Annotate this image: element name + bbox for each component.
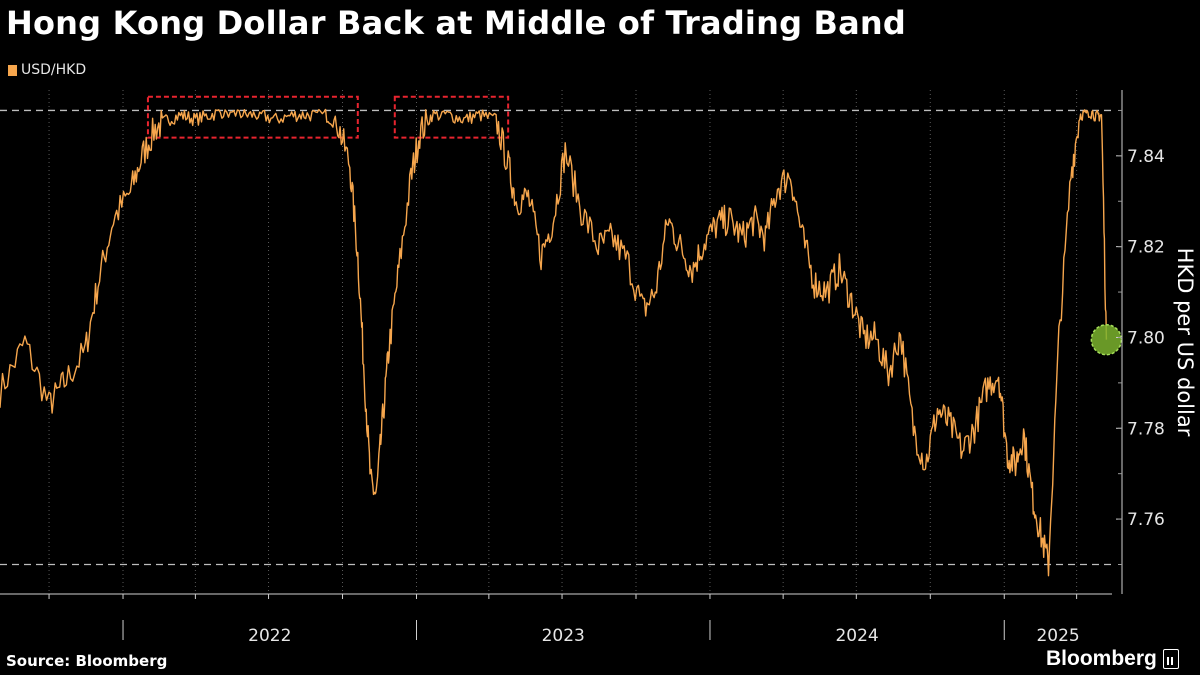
y-tick-label: 7.78 [1127,419,1165,439]
source-note: Source: Bloomberg [6,652,168,670]
legend-swatch [8,64,17,76]
y-tick-label: 7.82 [1127,238,1165,258]
grid-layer [48,90,1078,594]
highlight-box [146,95,359,139]
y-tick-label: 7.76 [1127,510,1165,530]
x-tick-label: 2023 [542,626,585,646]
axis-layer: 7.76 7.78 7.80 7.82 7.84 2022 2023 2024 2025 [0,90,1165,646]
latest-value-marker [1090,323,1123,356]
y-axis-label: HKD per US dollar [1173,248,1197,437]
x-tick-label: 2022 [248,626,291,646]
y-tick-label: 7.84 [1127,147,1165,167]
brand-text: Bloomberg [1046,647,1157,670]
highlight-box [393,95,510,139]
bloomberg-logo: Bloomberg [1046,647,1179,671]
chart-icon [1162,649,1179,669]
y-tick-label: 7.80 [1127,328,1165,348]
marker-layer [1090,323,1123,356]
x-tick-label: 2024 [835,626,878,646]
x-tick-label: 2025 [1036,626,1079,646]
legend: USD/HKD [8,62,86,78]
legend-label: USD/HKD [21,62,87,78]
page-title: Hong Kong Dollar Back at Middle of Tradi… [6,4,906,42]
series-line-usd-hkd [0,108,1108,577]
series-layer [0,108,1108,577]
highlight-boxes [146,95,510,139]
reference-lines [0,109,1112,566]
